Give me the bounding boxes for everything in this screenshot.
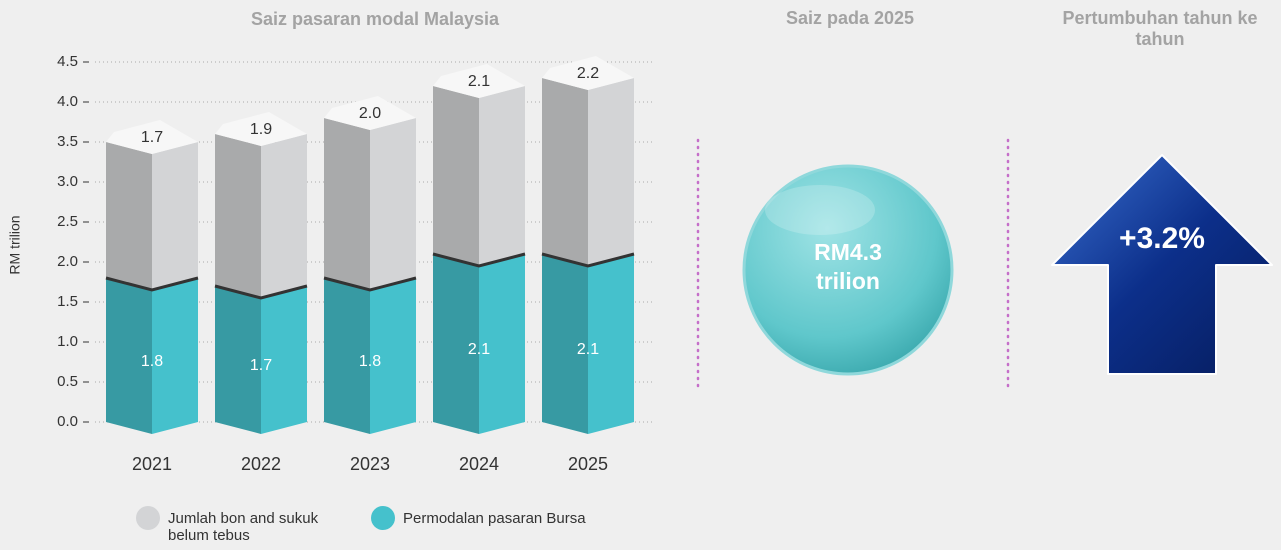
- y-tick-label: 4.5: [57, 53, 78, 70]
- bar-face-left: [215, 286, 261, 434]
- bar-segment: [215, 134, 307, 298]
- bar-segment: [433, 254, 525, 434]
- legend-label: Jumlah bon and sukuk belum tebus: [168, 510, 319, 544]
- highlight: [765, 185, 875, 235]
- x-tick-label: 2021: [132, 454, 172, 474]
- y-tick-label: 3.0: [57, 173, 78, 190]
- value-label: 1.7: [141, 129, 163, 146]
- value-label: 1.9: [250, 121, 272, 138]
- bar-cap: [542, 56, 634, 90]
- y-tick-label: 2.5: [57, 213, 78, 230]
- y-tick-label: 2.0: [57, 253, 78, 270]
- bar-face-right: [370, 118, 416, 290]
- bar-cap: [324, 96, 416, 130]
- bar-face-right: [479, 254, 525, 434]
- y-tick-label: 3.5: [57, 133, 78, 150]
- growth-title: Pertumbuhan tahun ke tahun: [1062, 8, 1258, 49]
- segment-edge: [432, 252, 526, 268]
- value-label: 2.0: [359, 105, 381, 122]
- legend-swatch: [136, 506, 160, 530]
- value-label: 1.8: [141, 353, 163, 370]
- bar-segment: [542, 78, 634, 266]
- bar-face-left: [106, 142, 152, 290]
- bar-cap: [215, 112, 307, 146]
- bar-face-right: [152, 278, 198, 434]
- chart-title: Saiz pasaran modal Malaysia: [251, 9, 500, 29]
- x-tick-label: 2025: [568, 454, 608, 474]
- bar-face-right: [588, 254, 634, 434]
- growth-arrow: [1051, 154, 1273, 375]
- growth-value: +3.2%: [1119, 222, 1205, 255]
- legend-swatch: [371, 506, 395, 530]
- bar-segment: [542, 254, 634, 434]
- bar-cap: [433, 64, 525, 98]
- value-label: 2.1: [468, 341, 490, 358]
- summary-value: RM4.3 trilion: [814, 239, 882, 294]
- bar-face-left: [542, 78, 588, 266]
- summary-title: Saiz pada 2025: [785, 8, 915, 28]
- value-label: 2.1: [577, 341, 599, 358]
- y-tick-label: 1.5: [57, 293, 78, 310]
- bar-segment: [106, 278, 198, 434]
- bar-face-right: [261, 134, 307, 298]
- x-tick-label: 2022: [241, 454, 281, 474]
- bar-face-right: [152, 142, 198, 290]
- bar-segment: [106, 142, 198, 290]
- segment-edge: [541, 252, 635, 268]
- segment-edge: [105, 276, 199, 292]
- bar-face-right: [479, 86, 525, 266]
- bar-face-left: [324, 278, 370, 434]
- bar-segment: [324, 278, 416, 434]
- bar-segment: [215, 286, 307, 434]
- bar-face-left: [433, 254, 479, 434]
- bar-face-left: [106, 278, 152, 434]
- bar-face-left: [542, 254, 588, 434]
- summary-circle: [742, 164, 954, 376]
- segment-edge: [214, 284, 308, 300]
- bar-face-right: [261, 286, 307, 434]
- x-tick-label: 2024: [459, 454, 499, 474]
- legend-label: Permodalan pasaran Bursa: [403, 510, 586, 527]
- bar-face-right: [588, 78, 634, 266]
- value-label: 1.8: [359, 353, 381, 370]
- bar-segment: [324, 118, 416, 290]
- bar-face-left: [433, 86, 479, 266]
- y-tick-label: 0.0: [57, 413, 78, 430]
- bar-face-left: [324, 118, 370, 290]
- bar-face-left: [215, 134, 261, 298]
- value-label: 2.2: [577, 65, 599, 82]
- segment-edge: [323, 276, 417, 292]
- x-tick-label: 2023: [350, 454, 390, 474]
- y-axis-label: RM trilion: [7, 215, 23, 274]
- y-tick-label: 1.0: [57, 333, 78, 350]
- y-tick-label: 4.0: [57, 93, 78, 110]
- bar-face-right: [370, 278, 416, 434]
- value-label: 2.1: [468, 73, 490, 90]
- y-tick-label: 0.5: [57, 373, 78, 390]
- bar-cap: [106, 120, 198, 154]
- value-label: 1.7: [250, 357, 272, 374]
- bar-segment: [433, 86, 525, 266]
